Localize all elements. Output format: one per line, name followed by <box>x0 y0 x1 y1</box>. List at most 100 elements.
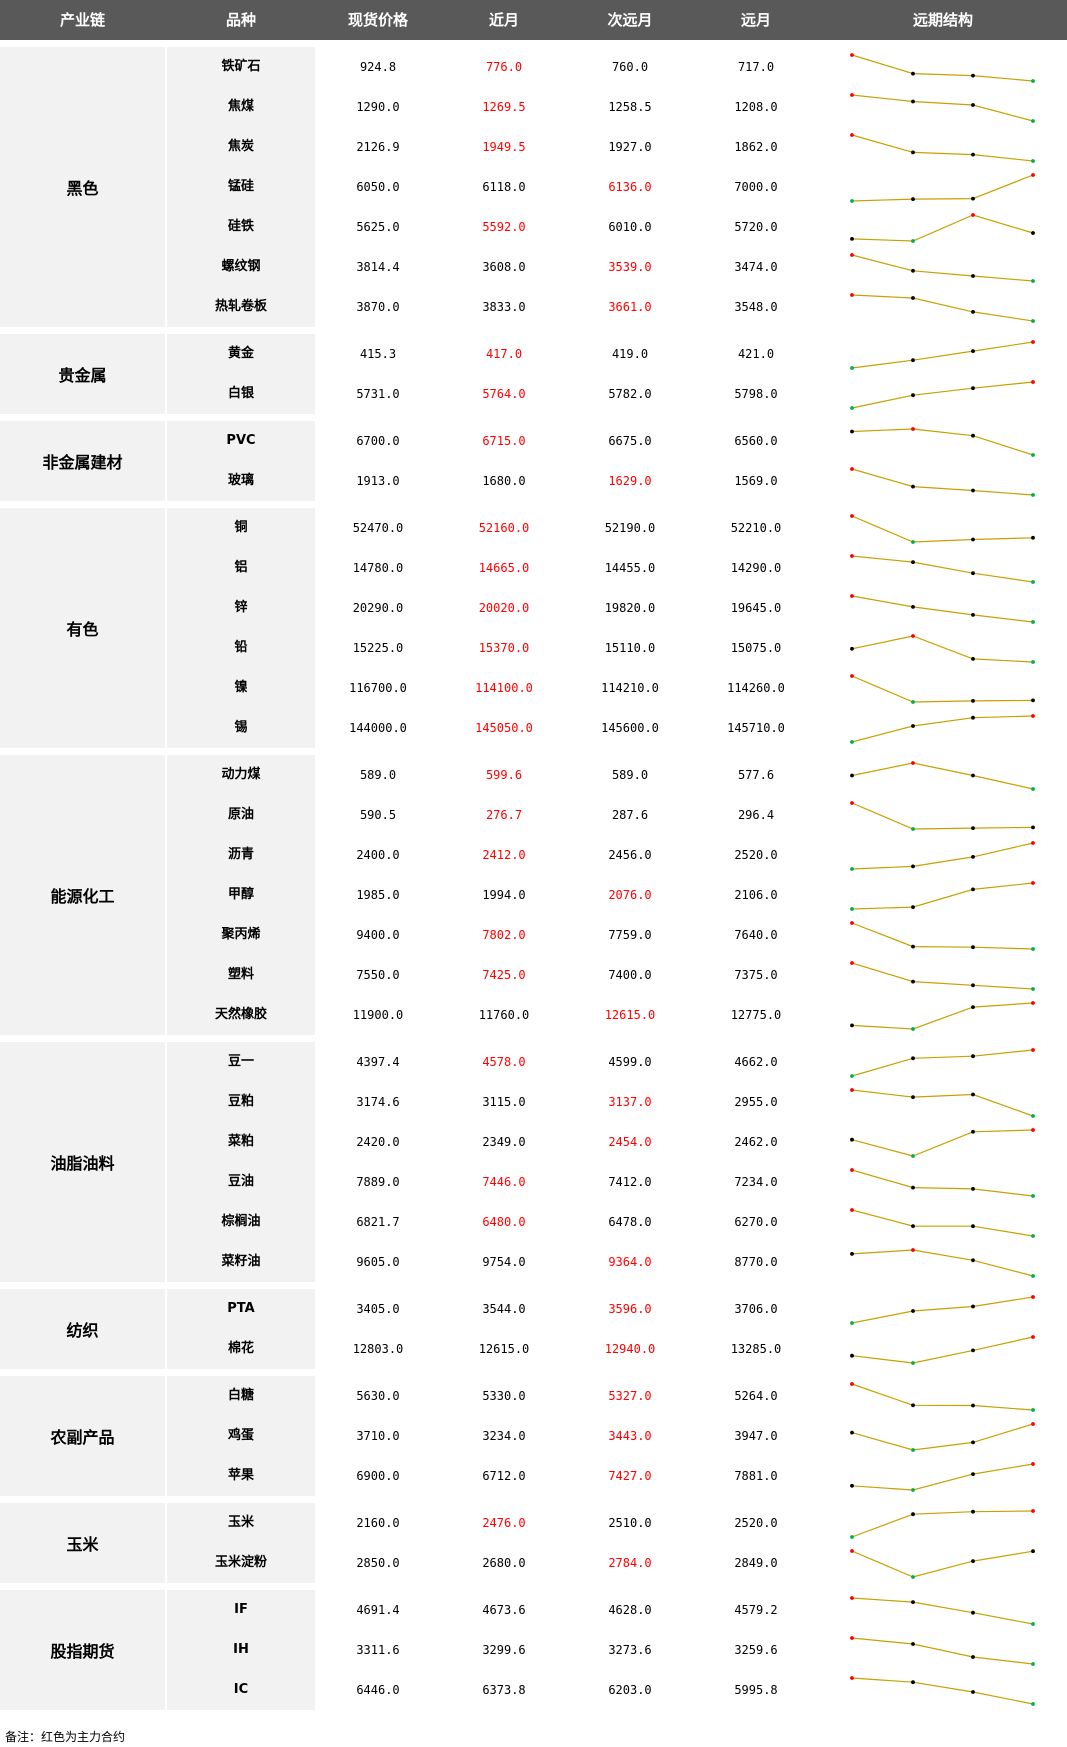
sparkline-point <box>971 433 975 438</box>
sparkline-point <box>971 152 975 157</box>
sparkline-point <box>1031 79 1035 83</box>
sparkline-point <box>971 887 975 892</box>
price-next: 3596.0 <box>608 1302 652 1316</box>
price-far: 5798.0 <box>734 387 778 401</box>
price-spot: 415.3 <box>359 347 397 361</box>
price-next: 287.6 <box>611 808 649 822</box>
variety-band <box>167 1376 315 1496</box>
group-name: 能源化工 <box>0 755 165 1035</box>
price-next: 3661.0 <box>608 300 652 314</box>
price-far: 2520.0 <box>734 848 778 862</box>
price-spot: 144000.0 <box>349 721 407 735</box>
sparkline-point <box>911 1056 915 1061</box>
sparkline-path <box>851 1597 1034 1625</box>
sparkline-point <box>850 740 854 744</box>
sparkline-point <box>1031 493 1035 497</box>
sparkline-point <box>911 1575 915 1579</box>
term-structure-sparkline <box>850 1128 1035 1158</box>
sparkline-path <box>851 1209 1034 1237</box>
sparkline-point <box>971 1187 975 1191</box>
variety-name: 焦煤 <box>227 99 254 114</box>
sparkline-point <box>911 1642 915 1646</box>
term-structure-sparkline <box>850 293 1035 323</box>
group-name: 贵金属 <box>0 334 165 414</box>
price-near: 3544.0 <box>482 1302 526 1316</box>
price-spot: 20290.0 <box>352 601 404 615</box>
sparkline-point <box>850 801 854 805</box>
price-far: 8770.0 <box>734 1255 778 1269</box>
sparkline-path <box>851 715 1034 743</box>
term-structure-sparkline <box>850 1048 1035 1078</box>
sparkline-path <box>851 1510 1034 1538</box>
sparkline-point <box>1031 841 1035 845</box>
group-name: 油脂油料 <box>0 1042 165 1282</box>
sparkline-point <box>1031 1295 1035 1299</box>
group-name: 股指期货 <box>0 1590 165 1710</box>
price-spot: 924.8 <box>359 60 397 74</box>
sparkline-point <box>1031 1048 1035 1052</box>
price-near: 9754.0 <box>482 1255 526 1269</box>
price-far: 3548.0 <box>734 300 778 314</box>
sparkline-point <box>971 1472 975 1476</box>
sparkline-point <box>1031 231 1035 235</box>
price-near: 4673.6 <box>482 1603 526 1617</box>
sparkline-path <box>851 595 1034 623</box>
price-near: 776.0 <box>485 60 523 74</box>
term-structure-sparkline <box>850 467 1035 497</box>
sparkline-path <box>851 1423 1034 1451</box>
term-structure-sparkline <box>850 1382 1035 1412</box>
header-next: 次远月 <box>607 11 653 29</box>
sparkline-path <box>851 1049 1034 1077</box>
sparkline-point <box>911 484 915 489</box>
sparkline-point <box>971 1005 975 1009</box>
sparkline-point <box>911 944 915 949</box>
term-structure-sparkline <box>850 514 1035 544</box>
price-spot: 52470.0 <box>352 521 404 535</box>
sparkline-point <box>1031 787 1035 791</box>
price-far: 717.0 <box>737 60 775 74</box>
sparkline-point <box>1031 453 1035 457</box>
price-spot: 5630.0 <box>356 1389 400 1403</box>
sparkline-point <box>1031 580 1035 584</box>
price-far: 3474.0 <box>734 260 778 274</box>
sparkline-point <box>971 855 975 859</box>
sparkline-point <box>1031 881 1035 885</box>
sparkline-point <box>850 93 854 97</box>
sparkline-path <box>851 922 1034 950</box>
header-variety: 品种 <box>225 11 256 29</box>
sparkline-point <box>850 1023 854 1028</box>
sparkline-point <box>1031 947 1035 951</box>
price-far: 1569.0 <box>734 474 778 488</box>
sparkline-point <box>971 310 975 314</box>
price-next: 419.0 <box>611 347 649 361</box>
sparkline-point <box>850 467 854 471</box>
price-far: 2106.0 <box>734 888 778 902</box>
price-near: 6712.0 <box>482 1469 526 1483</box>
variety-name: 白银 <box>227 386 254 401</box>
price-spot: 3174.6 <box>356 1095 400 1109</box>
sparkline-point <box>850 406 854 410</box>
sparkline-path <box>851 254 1034 282</box>
sparkline-point <box>971 826 975 830</box>
sparkline-path <box>851 1296 1034 1324</box>
variety-name: 棉花 <box>227 1341 254 1356</box>
sparkline-point <box>971 1509 975 1514</box>
sparkline-point <box>971 1610 975 1615</box>
sparkline-point <box>850 429 854 434</box>
price-next: 1629.0 <box>608 474 652 488</box>
price-next: 3443.0 <box>608 1429 652 1443</box>
price-spot: 6446.0 <box>356 1683 400 1697</box>
sparkline-point <box>911 827 915 831</box>
sparkline-point <box>1031 1335 1035 1339</box>
price-next: 1927.0 <box>608 140 652 154</box>
sparkline-point <box>1031 340 1035 344</box>
sparkline-point <box>911 296 915 300</box>
sparkline-point <box>850 867 854 871</box>
variety-name: 聚丙烯 <box>221 927 261 942</box>
sparkline-point <box>1031 279 1035 283</box>
sparkline-path <box>851 428 1034 456</box>
table-header: 产业链 品种 现货价格 近月 次远月 远月 远期结构 <box>0 0 1067 40</box>
price-spot: 7550.0 <box>356 968 400 982</box>
price-spot: 3405.0 <box>356 1302 400 1316</box>
sparkline-path <box>851 962 1034 990</box>
